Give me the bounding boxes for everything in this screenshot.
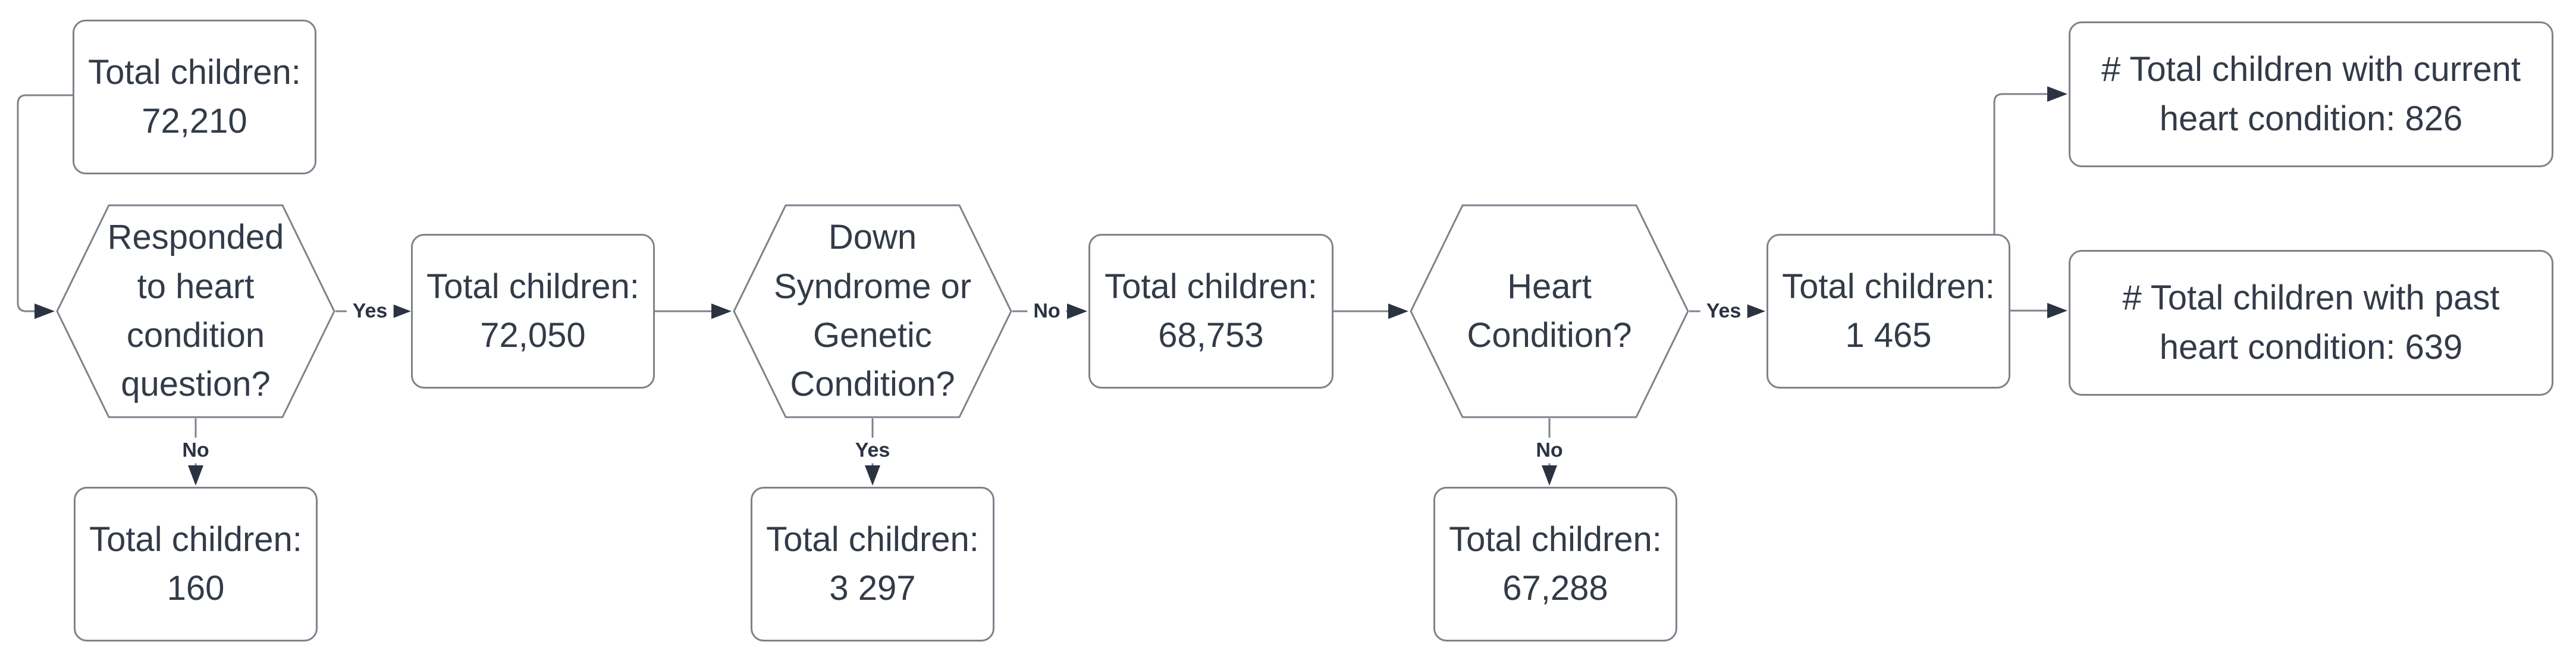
node-question-genetic-text: Down Syndrome or Genetic Condition? — [773, 218, 972, 404]
node-question-responded-text: Responded to heart condition question? — [107, 218, 284, 404]
arrowhead-1465-to-current — [2047, 86, 2067, 102]
arrowhead-1465-to-past — [2047, 303, 2067, 318]
node-total-genetic-yes: Total children: 3 297 — [751, 487, 994, 642]
arrowhead-genetic-yes — [865, 465, 880, 486]
hexagon-shape — [1410, 204, 1689, 418]
arrowhead-genetic-no — [1067, 303, 1087, 319]
edge-label-responded-yes: Yes — [346, 298, 394, 324]
node-total-heart-no: Total children: 67,288 — [1433, 487, 1677, 642]
node-outcome-past: # Total children with past heart conditi… — [2069, 250, 2553, 396]
node-total-responded-yes-text: Total children: 72,050 — [426, 267, 639, 355]
arrowhead-start-to-responded — [34, 303, 55, 319]
node-total-heart-yes: Total children: 1 465 — [1767, 234, 2010, 389]
arrowhead-responded-no — [188, 465, 203, 486]
connector-1465-to-current — [1993, 93, 2047, 234]
edge-label-genetic-yes: Yes — [849, 437, 896, 464]
hexagon-shape — [56, 204, 335, 418]
edge-label-genetic-no: No — [1027, 298, 1066, 324]
hexagon-shape — [733, 204, 1012, 418]
edge-label-responded-no: No — [176, 437, 215, 464]
node-total-start: Total children: 72,210 — [73, 20, 316, 174]
node-outcome-current-text: # Total children with current heart cond… — [2101, 50, 2521, 138]
node-question-genetic: Down Syndrome or Genetic Condition? — [733, 204, 1012, 418]
node-total-responded-yes: Total children: 72,050 — [411, 234, 655, 389]
node-outcome-current: # Total children with current heart cond… — [2069, 21, 2553, 167]
arrowhead-68753-to-heart — [1388, 303, 1408, 319]
node-outcome-past-text: # Total children with past heart conditi… — [2122, 279, 2500, 367]
arrowhead-responded-yes — [391, 303, 411, 319]
edge-label-heart-yes: Yes — [1700, 298, 1747, 324]
node-question-heart-text: Heart Condition? — [1467, 267, 1632, 355]
node-question-responded: Responded to heart condition question? — [56, 204, 335, 418]
node-total-heart-no-text: Total children: 67,288 — [1449, 520, 1662, 608]
node-total-genetic-no: Total children: 68,753 — [1088, 234, 1334, 389]
connector-start-to-responded — [17, 94, 73, 312]
edge-label-heart-no: No — [1530, 437, 1569, 464]
node-total-genetic-no-text: Total children: 68,753 — [1105, 267, 1317, 355]
arrowhead-heart-no — [1542, 465, 1557, 486]
node-total-responded-no: Total children: 160 — [74, 487, 318, 642]
arrowhead-heart-yes — [1745, 303, 1765, 319]
node-total-start-text: Total children: 72,210 — [88, 52, 301, 140]
node-total-responded-no-text: Total children: 160 — [89, 520, 302, 608]
node-total-genetic-yes-text: Total children: 3 297 — [766, 520, 979, 608]
node-total-heart-yes-text: Total children: 1 465 — [1782, 267, 1995, 355]
node-question-heart: Heart Condition? — [1410, 204, 1689, 418]
arrowhead-72050-to-genetic — [711, 303, 732, 319]
